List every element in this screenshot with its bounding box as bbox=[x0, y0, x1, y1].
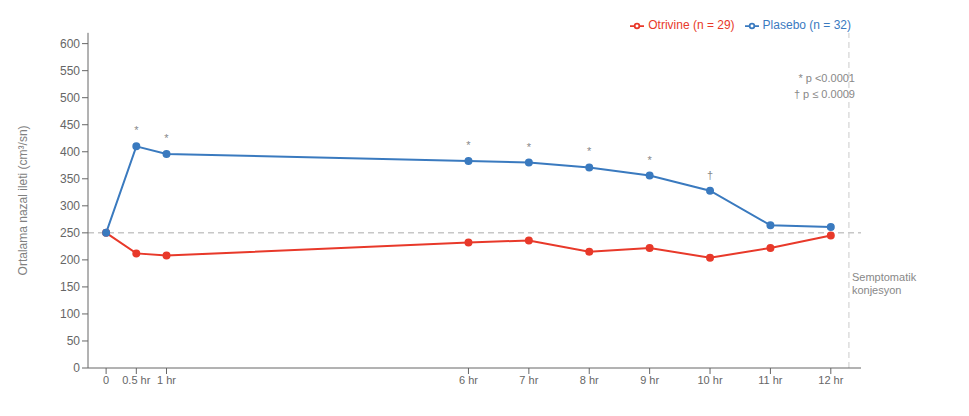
svg-text:*: * bbox=[466, 139, 471, 151]
svg-text:9 hr: 9 hr bbox=[640, 374, 659, 386]
svg-text:10 hr: 10 hr bbox=[697, 374, 722, 386]
svg-text:Semptomatikkonjesyon: Semptomatikkonjesyon bbox=[852, 271, 917, 296]
html-text:† p ≤ 0.0009: † p ≤ 0.0009 bbox=[793, 88, 855, 100]
svg-text:1 hr: 1 hr bbox=[157, 374, 176, 386]
html-text:Plasebo (n = 32): Plasebo (n = 32) bbox=[762, 18, 851, 32]
svg-text:*: * bbox=[134, 124, 139, 136]
svg-text:450: 450 bbox=[60, 118, 80, 132]
svg-text:12 hr: 12 hr bbox=[818, 374, 843, 386]
svg-text:350: 350 bbox=[60, 172, 80, 186]
svg-text:0: 0 bbox=[103, 374, 109, 386]
svg-text:*: * bbox=[164, 132, 169, 144]
svg-text:600: 600 bbox=[60, 37, 80, 51]
svg-text:7 hr: 7 hr bbox=[519, 374, 538, 386]
svg-text:8 hr: 8 hr bbox=[580, 374, 599, 386]
svg-text:250: 250 bbox=[60, 226, 80, 240]
svg-text:*: * bbox=[587, 145, 592, 157]
svg-text:300: 300 bbox=[60, 199, 80, 213]
svg-text:6 hr: 6 hr bbox=[459, 374, 478, 386]
svg-text:50: 50 bbox=[67, 334, 81, 348]
html-text:Otrivine (n = 29): Otrivine (n = 29) bbox=[648, 18, 735, 32]
svg-text:100: 100 bbox=[60, 307, 80, 321]
svg-text:*: * bbox=[527, 141, 532, 153]
svg-text:400: 400 bbox=[60, 145, 80, 159]
svg-text:550: 550 bbox=[60, 64, 80, 78]
svg-text:500: 500 bbox=[60, 91, 80, 105]
svg-text:0: 0 bbox=[73, 361, 80, 375]
svg-text:0.5 hr: 0.5 hr bbox=[122, 374, 150, 386]
svg-text:150: 150 bbox=[60, 280, 80, 294]
html-text:* p <0.0001: * p <0.0001 bbox=[798, 72, 855, 84]
svg-text:Ortalama nazal ileti (cm³/sn): Ortalama nazal ileti (cm³/sn) bbox=[16, 125, 30, 275]
svg-text:200: 200 bbox=[60, 253, 80, 267]
svg-text:†: † bbox=[707, 169, 713, 181]
svg-text:11 hr: 11 hr bbox=[758, 374, 783, 386]
svg-text:*: * bbox=[647, 154, 652, 166]
